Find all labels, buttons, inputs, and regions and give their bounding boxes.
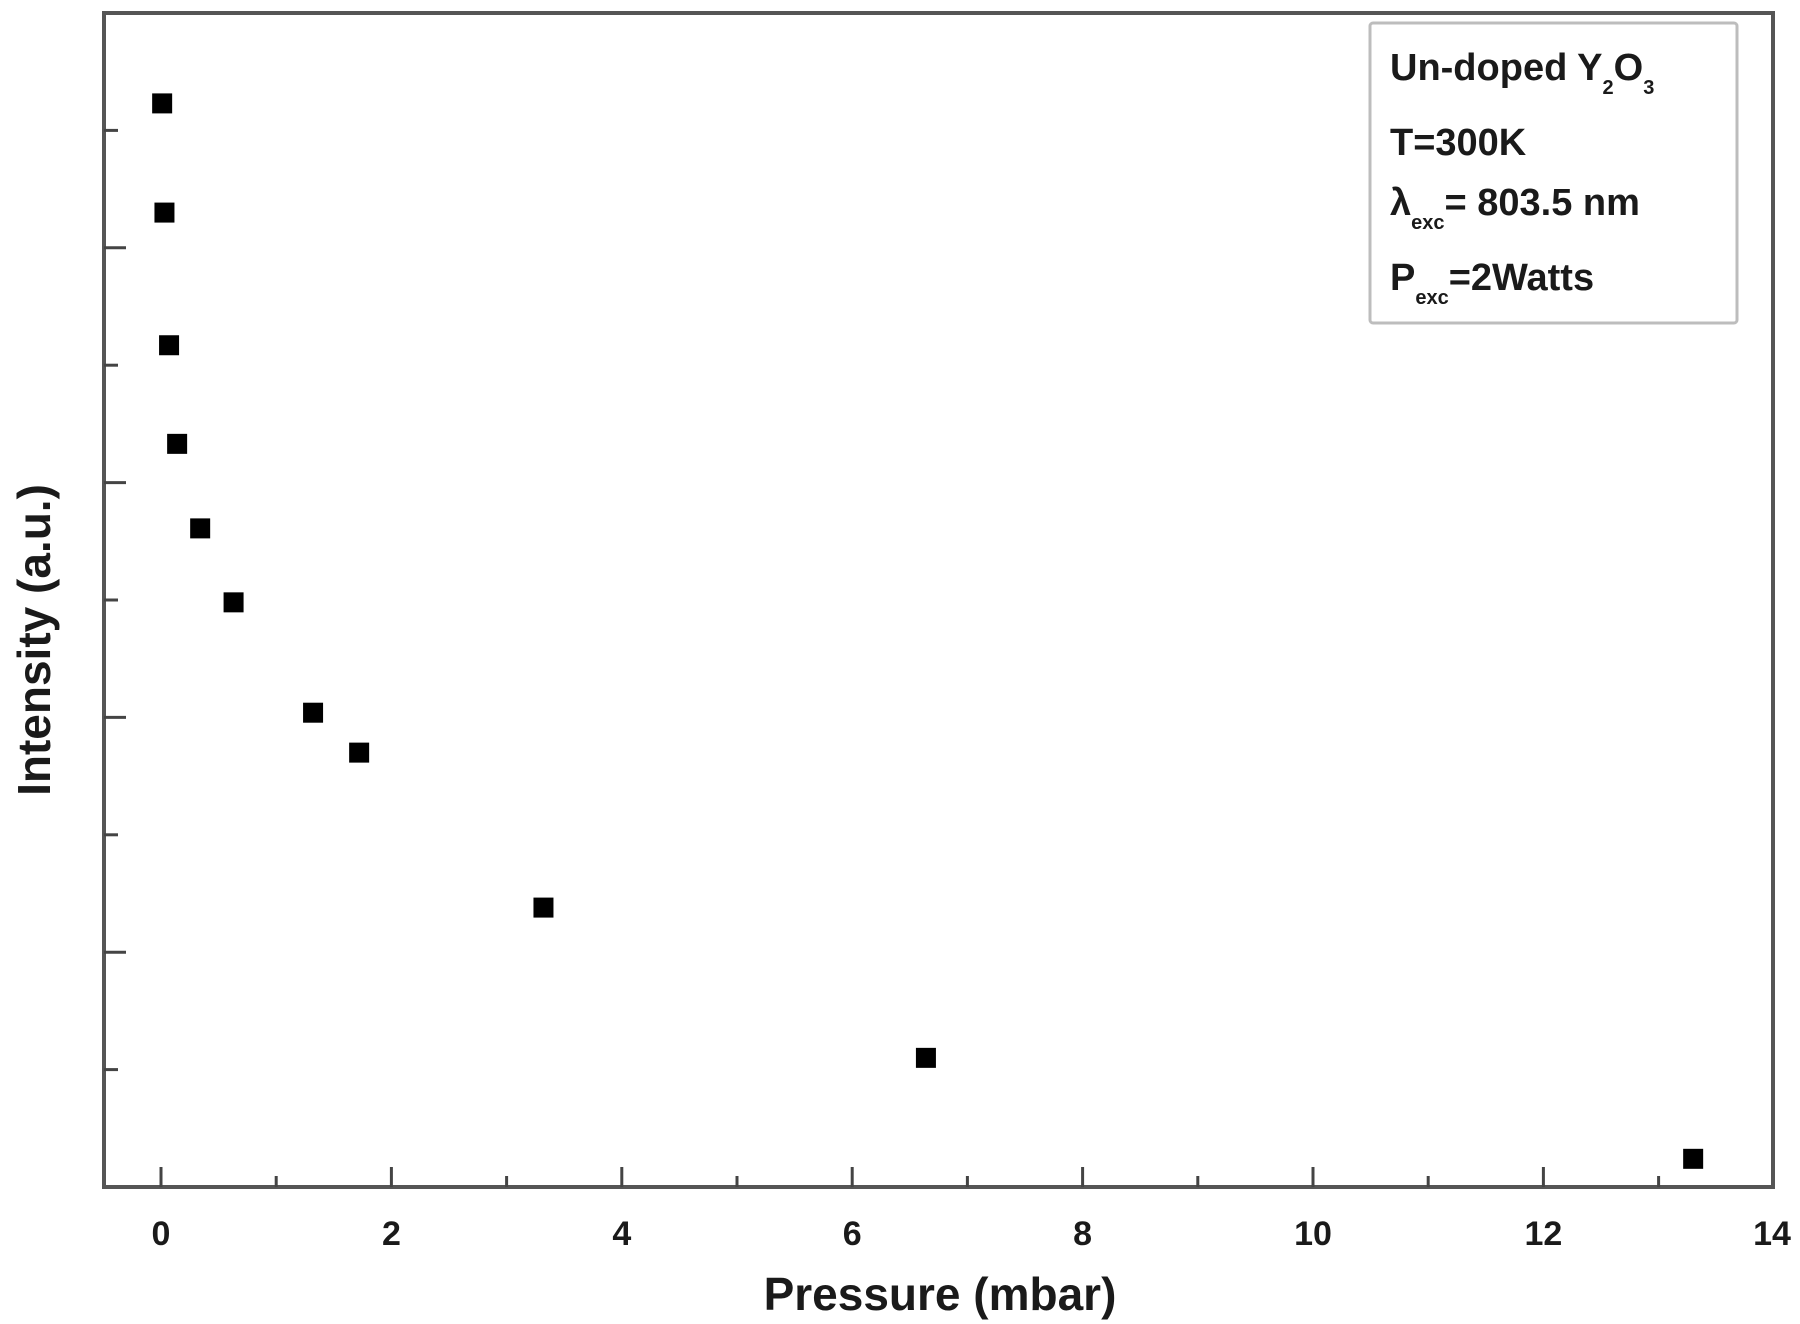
data-point-marker (190, 518, 211, 539)
x-tick-label: 6 (843, 1215, 862, 1253)
data-point-marker (303, 702, 324, 723)
data-point-marker (152, 93, 173, 114)
x-tick-label: 14 (1753, 1215, 1791, 1253)
x-tick-label: 0 (152, 1215, 171, 1253)
data-point-marker (223, 592, 244, 613)
x-tick-label: 2 (382, 1215, 401, 1253)
data-point-marker (167, 433, 188, 454)
legend-line-temperature: T=300K (1390, 122, 1527, 164)
legend-box: Un-doped Y2O3 T=300K λexc= 803.5 nm Pexc… (1368, 21, 1739, 325)
data-points (152, 93, 1704, 1169)
data-point-marker (349, 742, 370, 763)
x-axis-ticks (159, 1167, 1661, 1187)
x-tick-label: 12 (1524, 1215, 1562, 1253)
y-axis-title: Intensity (a.u.) (8, 484, 60, 796)
legend-line-power: Pexc=2Watts (1390, 257, 1594, 309)
data-point-marker (154, 202, 175, 223)
x-tick-label: 4 (612, 1215, 631, 1253)
x-axis-title: Pressure (mbar) (764, 1268, 1117, 1320)
data-point-marker (533, 897, 554, 918)
x-tick-label: 8 (1073, 1215, 1092, 1253)
legend-line-wavelength: λexc= 803.5 nm (1390, 182, 1640, 234)
data-point-marker (1683, 1148, 1704, 1169)
legend-line-sample: Un-doped Y2O3 (1390, 47, 1654, 99)
data-point-marker (159, 335, 180, 356)
x-tick-label: 10 (1294, 1215, 1332, 1253)
x-axis-tick-labels: 0 2 4 6 8 10 12 14 (152, 1215, 1791, 1253)
y-axis-ticks (104, 128, 126, 1072)
data-point-marker (915, 1047, 936, 1068)
